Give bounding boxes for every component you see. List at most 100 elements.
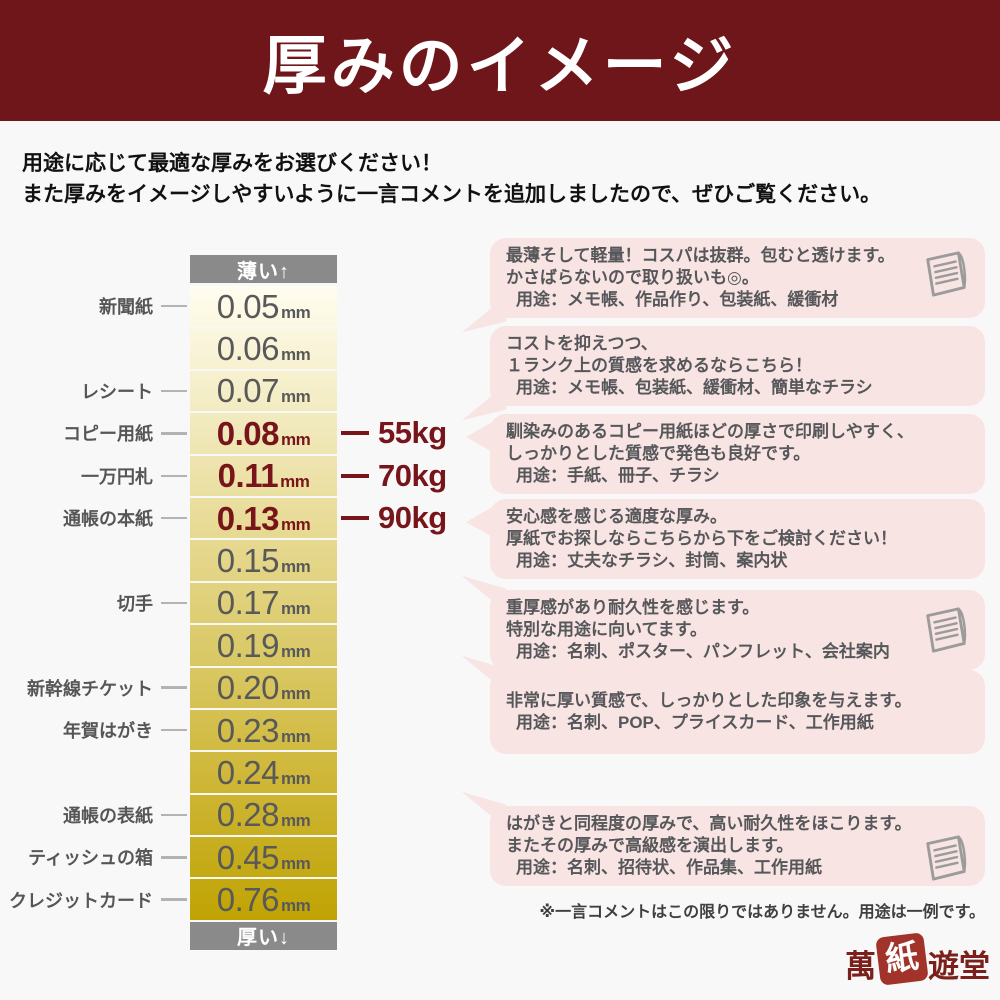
connector-line [161,813,187,817]
comment-bubble-3: 馴染みのあるコピー用紙ほどの厚さで印刷しやすく、 しっかりとした質感で発色も良好… [490,414,985,495]
bubble-text: 特別な用途に向いてます。 [506,620,707,640]
unit-label: mm [281,387,311,407]
row-label: 新幹線チケット [27,678,153,699]
unit-label: mm [281,896,311,916]
kg-connector-line [341,473,369,478]
intro-text: 用途に応じて最適な厚みをお選びください！ また厚みをイメージしやすいように一言コ… [22,148,881,210]
unit-label: mm [281,557,311,577]
thickness-value: 0.45 mm [216,838,311,876]
thickness-value: 0.76 mm [216,881,311,919]
thickness-scale: 薄い↑ 新聞紙 0.05 mm 0.06 mm レシート 0.07 mm コピー用紙 … [9,255,447,950]
connector-line [161,474,187,477]
thickness-value: 0.20 mm [216,669,311,707]
kg-connector-line [341,431,369,436]
bubble-usage: 用途：手紙、冊子、チラシ [516,466,720,486]
thickness-value: 0.15 mm [216,542,311,580]
scale-thick-cap: 厚い↓ [190,921,337,950]
bubble-text: はがきと同程度の厚みで、高い耐久性をほこります。 [506,814,912,833]
thickness-value: 0.19 mm [216,626,311,664]
connector-line [161,856,187,859]
row-label: 一万円札 [81,466,153,487]
row-label: 通帳の表紙 [63,805,153,826]
unit-label: mm [281,302,311,322]
thickness-value: 0.17 mm [216,584,311,622]
thickness-value: 0.28 mm [216,796,311,834]
scale-row: レシート 0.07 mm [81,370,337,412]
book-icon [926,251,967,297]
scale-row: 0.15 mm [190,540,337,581]
bubble-text: １ランク上の質感を求めるならこちら！ [506,356,812,376]
page-title: 厚みのイメージ [262,29,738,102]
thickness-value: 0.11 mm [217,457,310,495]
intro-line-2: また厚みをイメージしやすいように一言コメントを追加しましたので、ぜひご覧ください… [22,183,882,206]
connector-line [161,898,187,901]
scale-row: 0.19 mm [190,625,337,666]
bubble-text: 安心感を感じる適度な厚み。 [506,507,727,526]
row-label: コピー用紙 [63,424,153,445]
comment-bubble-1: 最薄そして軽量！コスパは抜群。包むと透けます。 かさばらないので取り扱いも◎。 … [490,238,985,319]
thickness-value: 0.06 mm [216,330,311,368]
kg-weight: 55kg [378,415,447,451]
unit-label: mm [281,641,311,661]
kg-weight: 90kg [378,500,447,536]
thickness-value: 0.13 mm [216,499,311,537]
unit-label: mm [281,599,311,619]
scale-row: 0.24 mm [190,752,337,793]
scale-row: 0.06 mm [190,328,337,369]
header-band: 厚みのイメージ [0,0,1000,121]
unit-label: mm [281,768,311,788]
connector-line [161,389,187,393]
bubble-text: 非常に厚い質感で、しっかりとした印象を与えます。 [506,691,912,710]
comment-bubble-2: コストを抑えつつ、 １ランク上の質感を求めるならこちら！ 用途：メモ帳、包装紙、… [490,326,985,407]
bubble-text: かさばらないので取り扱いも◎。 [506,268,759,288]
unit-label: mm [281,684,311,704]
unit-label: mm [281,514,311,534]
book-icon [926,607,967,653]
scale-row: 一万円札 0.11 mm 70kg [81,455,447,496]
logo-char-left: 萬 [845,948,876,984]
unit-label: mm [281,345,311,365]
row-label: レシート [81,381,153,402]
scale-row: 年賀はがき 0.23 mm [63,709,337,751]
thickness-value: 0.08 mm [216,414,311,452]
bubble-usage: 用途：名刺、ポスター、パンフレット、会社案内 [516,642,890,662]
unit-label: mm [280,472,310,492]
scale-row: 新幹線チケット 0.20 mm [27,667,337,708]
bubble-text: 馴染みのあるコピー用紙ほどの厚さで印刷しやすく、 [506,422,914,441]
thickness-value: 0.05 mm [216,287,311,325]
scale-row: 切手 0.17 mm [117,582,337,624]
bubble-usage: 用途：名刺、POP、プライスカード、工作用紙 [516,713,874,733]
scale-row: ティッシュの箱 0.45 mm [28,837,337,878]
comment-bubble-5: 重厚感があり耐久性を感じます。 特別な用途に向いてます。 用途：名刺、ポスター、… [490,590,985,671]
bubble-text: またその厚みで高級感を演出します。 [506,836,794,856]
bubble-usage: 用途：メモ帳、包装紙、緩衝材、簡単なチラシ [516,378,873,398]
connector-line [161,728,187,732]
bubble-usage: 用途：丈夫なチラシ、封筒、案内状 [516,551,788,571]
logo-char-right: 遊堂 [928,948,990,984]
scale-row: クレジットカード 0.76 mm [9,879,337,920]
kg-weight: 70kg [378,457,447,493]
connector-line [161,601,187,605]
comment-bubble-4: 安心感を感じる適度な厚み。 厚紙でお探しならこちらから下をご検討ください！ 用途… [490,499,985,580]
unit-label: mm [281,726,311,746]
connector-line [161,516,187,520]
row-label: 新聞紙 [99,297,153,318]
logo-stamp-seal: 紙 [876,933,928,985]
comment-bubble-6: 非常に厚い質感で、しっかりとした印象を与えます。 用途：名刺、POP、プライスカ… [490,670,985,755]
thickness-value: 0.23 mm [216,711,311,749]
unit-label: mm [281,811,311,831]
comment-bubble-7: はがきと同程度の厚みで、高い耐久性をほこります。 またその厚みで高級感を演出しま… [490,806,985,887]
connector-line [161,686,187,689]
bubble-usage: 用途：メモ帳、作品作り、包装紙、緩衝材 [516,290,839,310]
scale-row: 通帳の本紙 0.13 mm 90kg [63,497,447,539]
footnote: ※一言コメントはこの限りではありません。用途は一例です。 [539,904,985,921]
connector-line [161,304,187,308]
row-label: クレジットカード [9,890,153,911]
thickness-value: 0.07 mm [216,372,311,410]
kg-connector-line [341,516,369,521]
book-icon [926,835,967,881]
unit-label: mm [281,429,311,449]
bubble-text: 最薄そして軽量！コスパは抜群。包むと透けます。 [506,246,895,265]
thickness-value: 0.24 mm [216,753,311,791]
connector-line [161,432,187,435]
